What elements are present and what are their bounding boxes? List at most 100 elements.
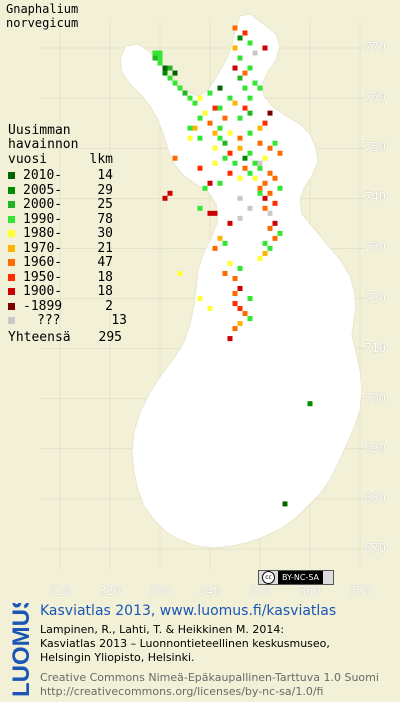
legend-period: 2010- [23,168,63,184]
observation-square [222,240,228,246]
observation-square [267,145,273,151]
observation-square [247,110,253,116]
observation-square [212,245,218,251]
observation-square [227,336,233,342]
observation-square [237,115,243,121]
y-tick-label: 720 [364,290,386,305]
legend-row: 1980- 30 [8,226,127,241]
observation-square [157,60,163,66]
observation-square [227,95,233,101]
observation-square [197,165,203,171]
observation-square [232,160,238,166]
observation-square [207,90,213,96]
y-tick-label: 740 [364,190,386,205]
finland-landmass [119,13,363,549]
observation-square [262,205,268,211]
observation-square [197,95,203,101]
observation-square [237,55,243,61]
observation-square [212,130,218,136]
legend-count: 47 [97,255,113,271]
observation-square [157,55,163,61]
legend-period: 1970- [23,240,63,256]
observation-square [257,185,263,191]
observation-square [197,296,203,301]
legend-row: -1899 2 [8,299,127,314]
observation-square [217,125,223,131]
observation-square [227,150,233,156]
observation-square [232,301,238,307]
observation-square [247,65,253,71]
legend-period: 1900- [23,284,63,300]
legend-row: 2010- 14 [8,168,127,184]
observation-square [217,180,223,186]
observation-square [237,195,243,201]
observation-square [277,185,283,191]
species-name-line1: Gnaphalium [6,2,79,16]
observation-square [247,40,253,46]
legend-swatch [8,172,15,180]
legend-row: 2005- 29 [8,183,127,198]
license-text: Creative Commons Nimeä-Epäkaupallinen-Ta… [40,671,379,699]
legend-count: 25 [97,197,113,213]
observation-square [207,210,213,216]
y-tick-label: 760 [364,90,386,105]
x-tick-label: 340 [199,584,221,598]
observation-square [262,120,268,126]
observation-square [252,50,258,56]
observation-square [202,110,208,116]
observation-square [232,100,238,106]
observation-square [237,145,243,151]
legend-heading-1: Uusimman [8,123,71,138]
observation-square [282,501,288,507]
y-tick-label: 750 [364,140,386,155]
observation-square [212,210,218,216]
legend-count: 18 [97,269,113,285]
observation-square [167,65,173,71]
legend-total-count: 295 [98,329,122,345]
observation-square [237,321,243,327]
species-title: Gnaphalium norvegicum [6,2,78,30]
legend-swatch [8,317,15,325]
observation-square [272,235,278,241]
observation-square [222,270,228,276]
observation-square [242,311,248,317]
observation-square [232,45,238,51]
observation-square [247,170,253,176]
observation-square [232,326,238,332]
legend-swatch [8,288,15,296]
legend-row: 1950- 18 [8,270,127,285]
legend-row: 1960- 47 [8,255,127,271]
observation-square [242,85,248,91]
observation-square [257,160,263,166]
legend-col-period: vuosi [8,151,48,167]
observation-square [237,35,243,41]
observation-square [257,85,263,91]
observation-square [217,85,223,91]
observation-square [237,175,243,181]
atlas-link[interactable]: Kasviatlas 2013, www.luomus.fi/kasviatla… [40,603,337,619]
observation-square [192,100,198,106]
legend-period: 1950- [23,269,63,285]
observation-square [182,90,188,96]
citation-line-2: Kasviatlas 2013 – Luonnontieteellinen ke… [40,637,330,650]
observation-square [217,105,223,111]
observation-square [227,130,233,136]
legend-row: 2000- 25 [8,197,127,213]
legend-swatch [8,201,15,209]
observation-square [232,25,238,31]
license-line-2[interactable]: http://creativecommons.org/licenses/by-n… [40,685,324,698]
cc-license-badge[interactable]: cc BY-NC-SA [258,570,334,585]
legend-count: 78 [97,211,113,227]
observation-square [217,135,223,141]
observation-square [247,95,253,101]
observation-square [252,160,258,166]
observation-square [262,195,268,201]
legend-row: 1970- 21 [8,241,127,256]
observation-square [307,401,313,407]
observation-square [277,150,283,156]
observation-square [222,115,228,121]
observation-square [217,235,223,241]
legend-column-headers: vuosi lkm [8,152,127,167]
x-tick-label: 350 [249,584,271,598]
observation-square [257,140,263,146]
